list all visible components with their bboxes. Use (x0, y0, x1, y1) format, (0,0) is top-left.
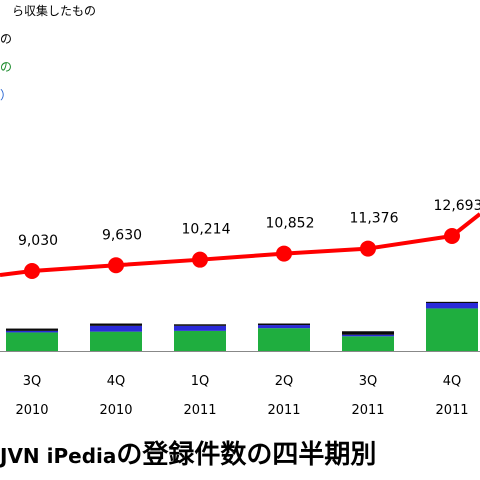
tick-label-quarter: 4Q (443, 374, 462, 389)
line-point (276, 245, 292, 262)
line-point (192, 251, 208, 268)
data-label: 9,030 (18, 233, 58, 249)
caption-prefix: JVN iPedia (0, 444, 117, 468)
bar-segment (6, 332, 58, 351)
caption-suffix: の登録件数の四半期別 (116, 440, 377, 470)
legend-line: の (0, 60, 13, 74)
line-point (108, 257, 124, 274)
data-label: 10,852 (266, 216, 315, 232)
bar-segment (342, 336, 394, 351)
line-point (444, 228, 460, 244)
bar-segment (90, 331, 142, 351)
tick-label-quarter: 3Q (359, 374, 378, 389)
bar-segment (90, 323, 142, 326)
tick-label-quarter: 1Q (191, 374, 210, 389)
legend-line: ら収集したもの (12, 4, 97, 18)
tick-label-year: 2011 (267, 403, 300, 418)
bar-segment (258, 328, 310, 351)
tick-label-year: 2011 (351, 403, 384, 418)
tick-label-quarter: 3Q (23, 374, 42, 389)
bar-segment (174, 324, 226, 326)
data-label: 12,693 (434, 198, 480, 214)
bar-segment (426, 308, 478, 351)
tick-label-year: 2011 (435, 403, 468, 418)
legend-line: ） (0, 88, 13, 102)
tick-label-year: 2010 (99, 403, 132, 418)
legend-line: の (0, 32, 13, 46)
bar-segment (426, 303, 478, 309)
data-label: 10,214 (182, 222, 231, 238)
bar-segment (174, 330, 226, 351)
bar-segment (6, 330, 58, 333)
bar-segment (426, 301, 478, 303)
data-label: 9,630 (102, 227, 142, 243)
bar-segment (342, 331, 394, 335)
tick-label-quarter: 4Q (107, 374, 126, 389)
line-point (24, 263, 40, 279)
bar-segment (258, 325, 310, 329)
tick-label-year: 2010 (15, 403, 48, 418)
chart-caption: JVN iPediaの登録件数の四半期別 (0, 434, 376, 471)
bar-segment (6, 328, 58, 331)
bar-segment (174, 325, 226, 331)
line-point (360, 240, 376, 257)
bar-segment (90, 325, 142, 332)
bar-segment (342, 334, 394, 337)
data-label: 11,376 (350, 211, 399, 227)
line-series (0, 212, 480, 277)
bar-segment (258, 323, 310, 326)
tick-label-quarter: 2Q (275, 374, 294, 389)
tick-label-year: 2011 (183, 403, 216, 418)
